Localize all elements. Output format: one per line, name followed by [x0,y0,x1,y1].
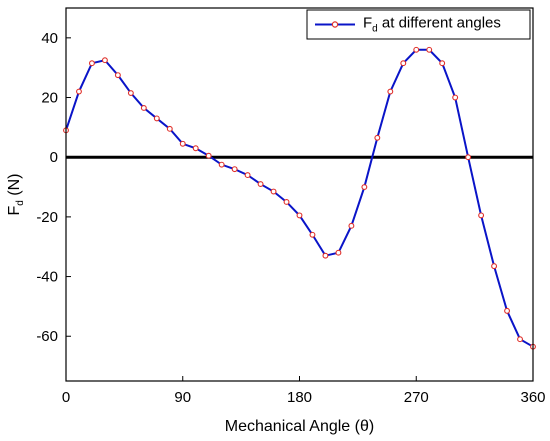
y-tick-label: 40 [41,30,58,47]
data-point [257,181,264,188]
data-point [478,212,485,219]
y-tick-label: -40 [36,269,58,286]
data-point [413,46,420,53]
y-tick-label: -20 [36,209,58,226]
x-axis-ticks: 0 90 180 270 360 [62,376,546,406]
data-point [101,57,108,64]
data-point [400,60,407,67]
data-point [296,212,303,219]
data-point [153,115,160,122]
y-axis-title-sub: d [15,200,26,206]
y-tick-label: 0 [50,149,58,166]
data-point [218,161,225,168]
data-point [452,94,459,101]
x-tick-label: 270 [404,389,429,406]
data-point [491,263,498,270]
x-axis-title: Mechanical Angle (θ) [225,418,374,435]
legend-entry-label: Fd at different angles [363,15,501,35]
data-point [504,307,511,314]
data-point [361,184,368,190]
y-axis-title: Fd (N) [6,174,26,216]
data-point [465,154,472,161]
legend: Fd at different angles [306,9,531,40]
legend-swatch-marker [331,21,339,28]
data-point [426,46,433,53]
data-point [322,252,329,259]
y-tick-label: 20 [41,90,58,107]
data-point [192,145,199,152]
data-point [140,105,147,111]
y-axis-ticks: 40 20 0 -20 -40 -60 [36,30,71,345]
data-point [517,336,523,343]
data-point [231,166,238,173]
series-markers [63,46,536,350]
data-point [348,222,355,229]
data-point [76,88,82,95]
data-point [439,60,446,67]
data-point [244,172,251,179]
data-point [114,72,121,79]
data-point [387,88,394,95]
data-point [335,249,342,256]
x-tick-label: 180 [287,389,312,406]
y-tick-label: -60 [36,328,58,345]
data-point [205,152,212,159]
plot-area [63,7,536,382]
x-tick-label: 360 [520,389,545,406]
x-tick-label: 90 [174,389,191,406]
data-point [374,134,381,141]
y-axis-title-rest: (N) [6,174,23,201]
data-point [309,231,316,238]
data-point [270,188,277,195]
data-point [166,125,173,132]
data-point [179,140,186,147]
y-axis-title-main: F [6,206,23,216]
legend-entry-main: F [363,15,372,32]
data-point [127,90,134,96]
x-tick-label: 0 [62,389,70,406]
data-point [283,199,290,205]
legend-entry-rest: at different angles [378,15,501,32]
data-point [88,60,95,67]
legend-entry-sub: d [372,24,378,35]
